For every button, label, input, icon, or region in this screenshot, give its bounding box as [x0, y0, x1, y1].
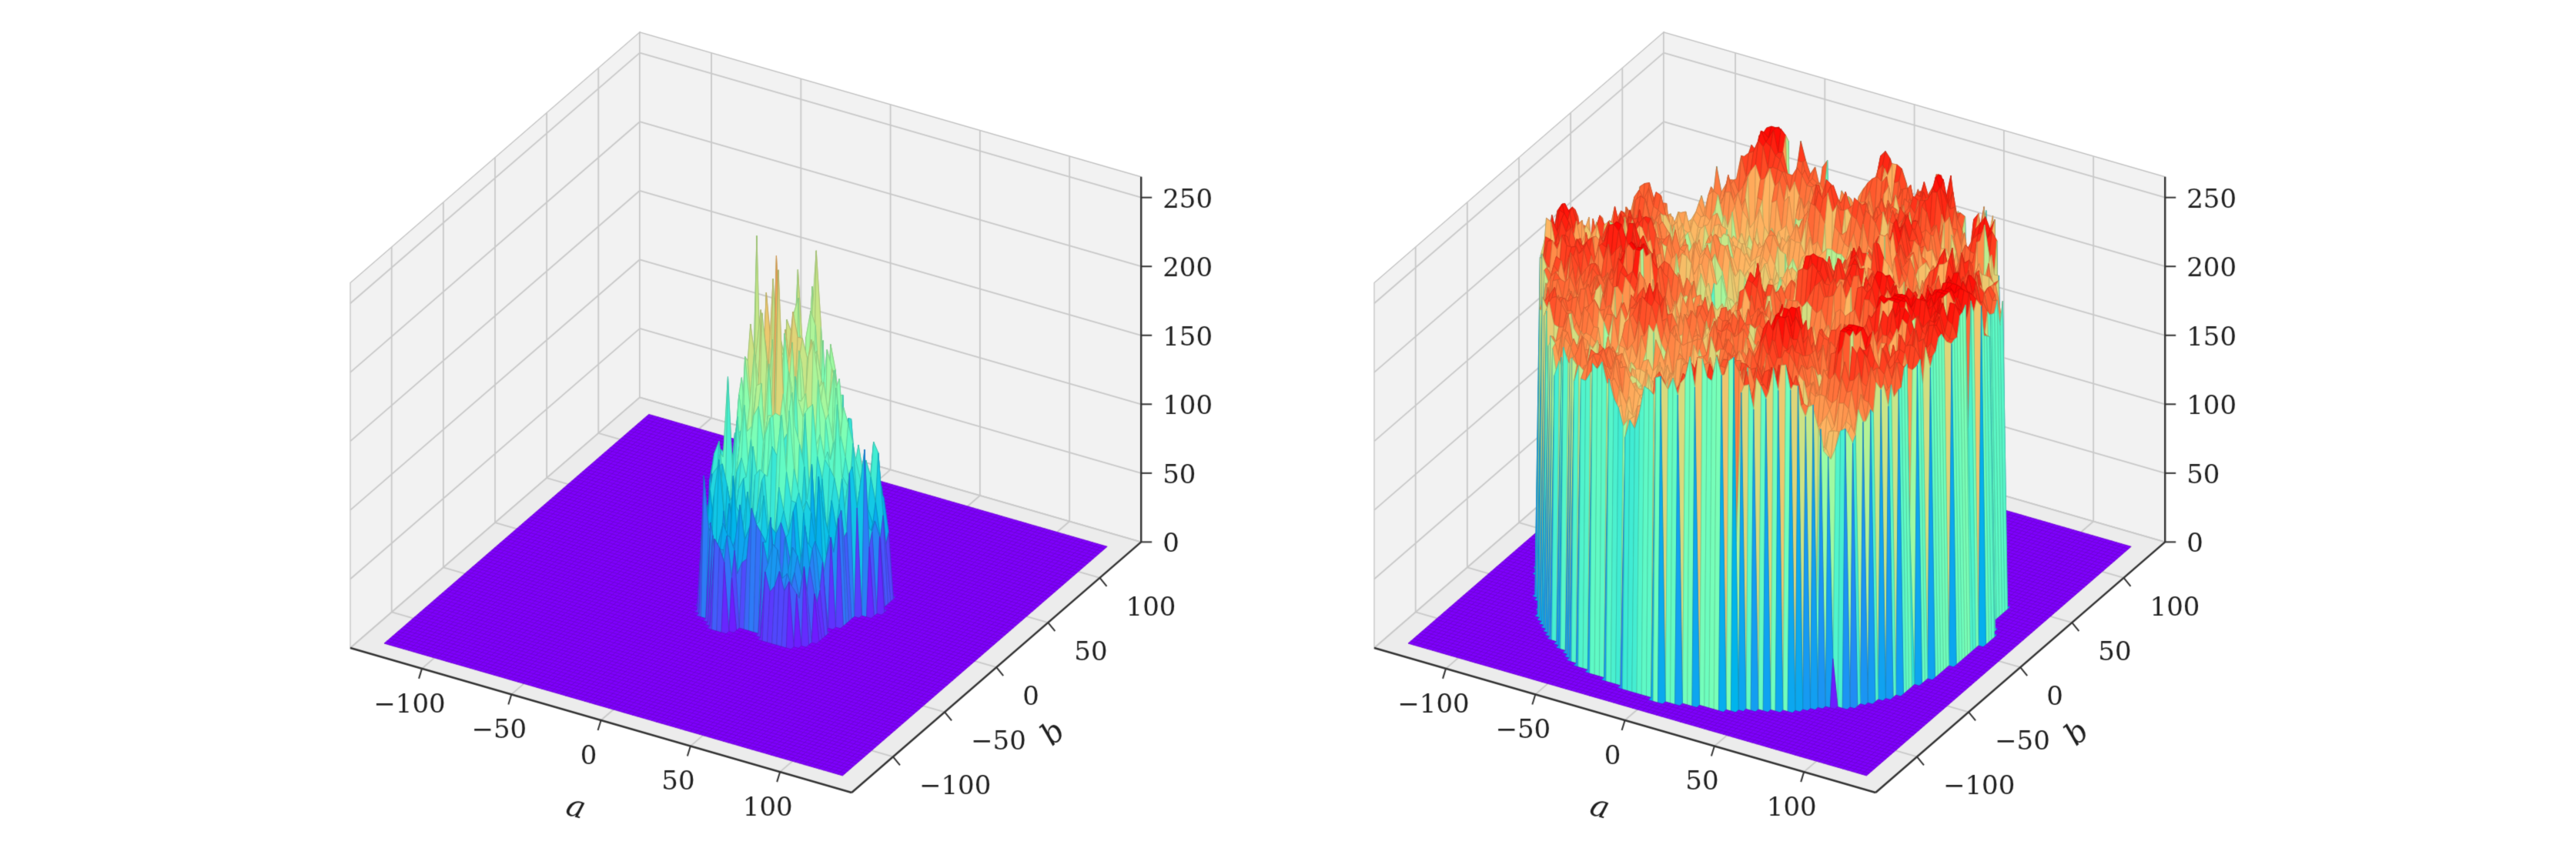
- figure: [0, 0, 2576, 848]
- surface-plots-canvas: [0, 0, 2576, 848]
